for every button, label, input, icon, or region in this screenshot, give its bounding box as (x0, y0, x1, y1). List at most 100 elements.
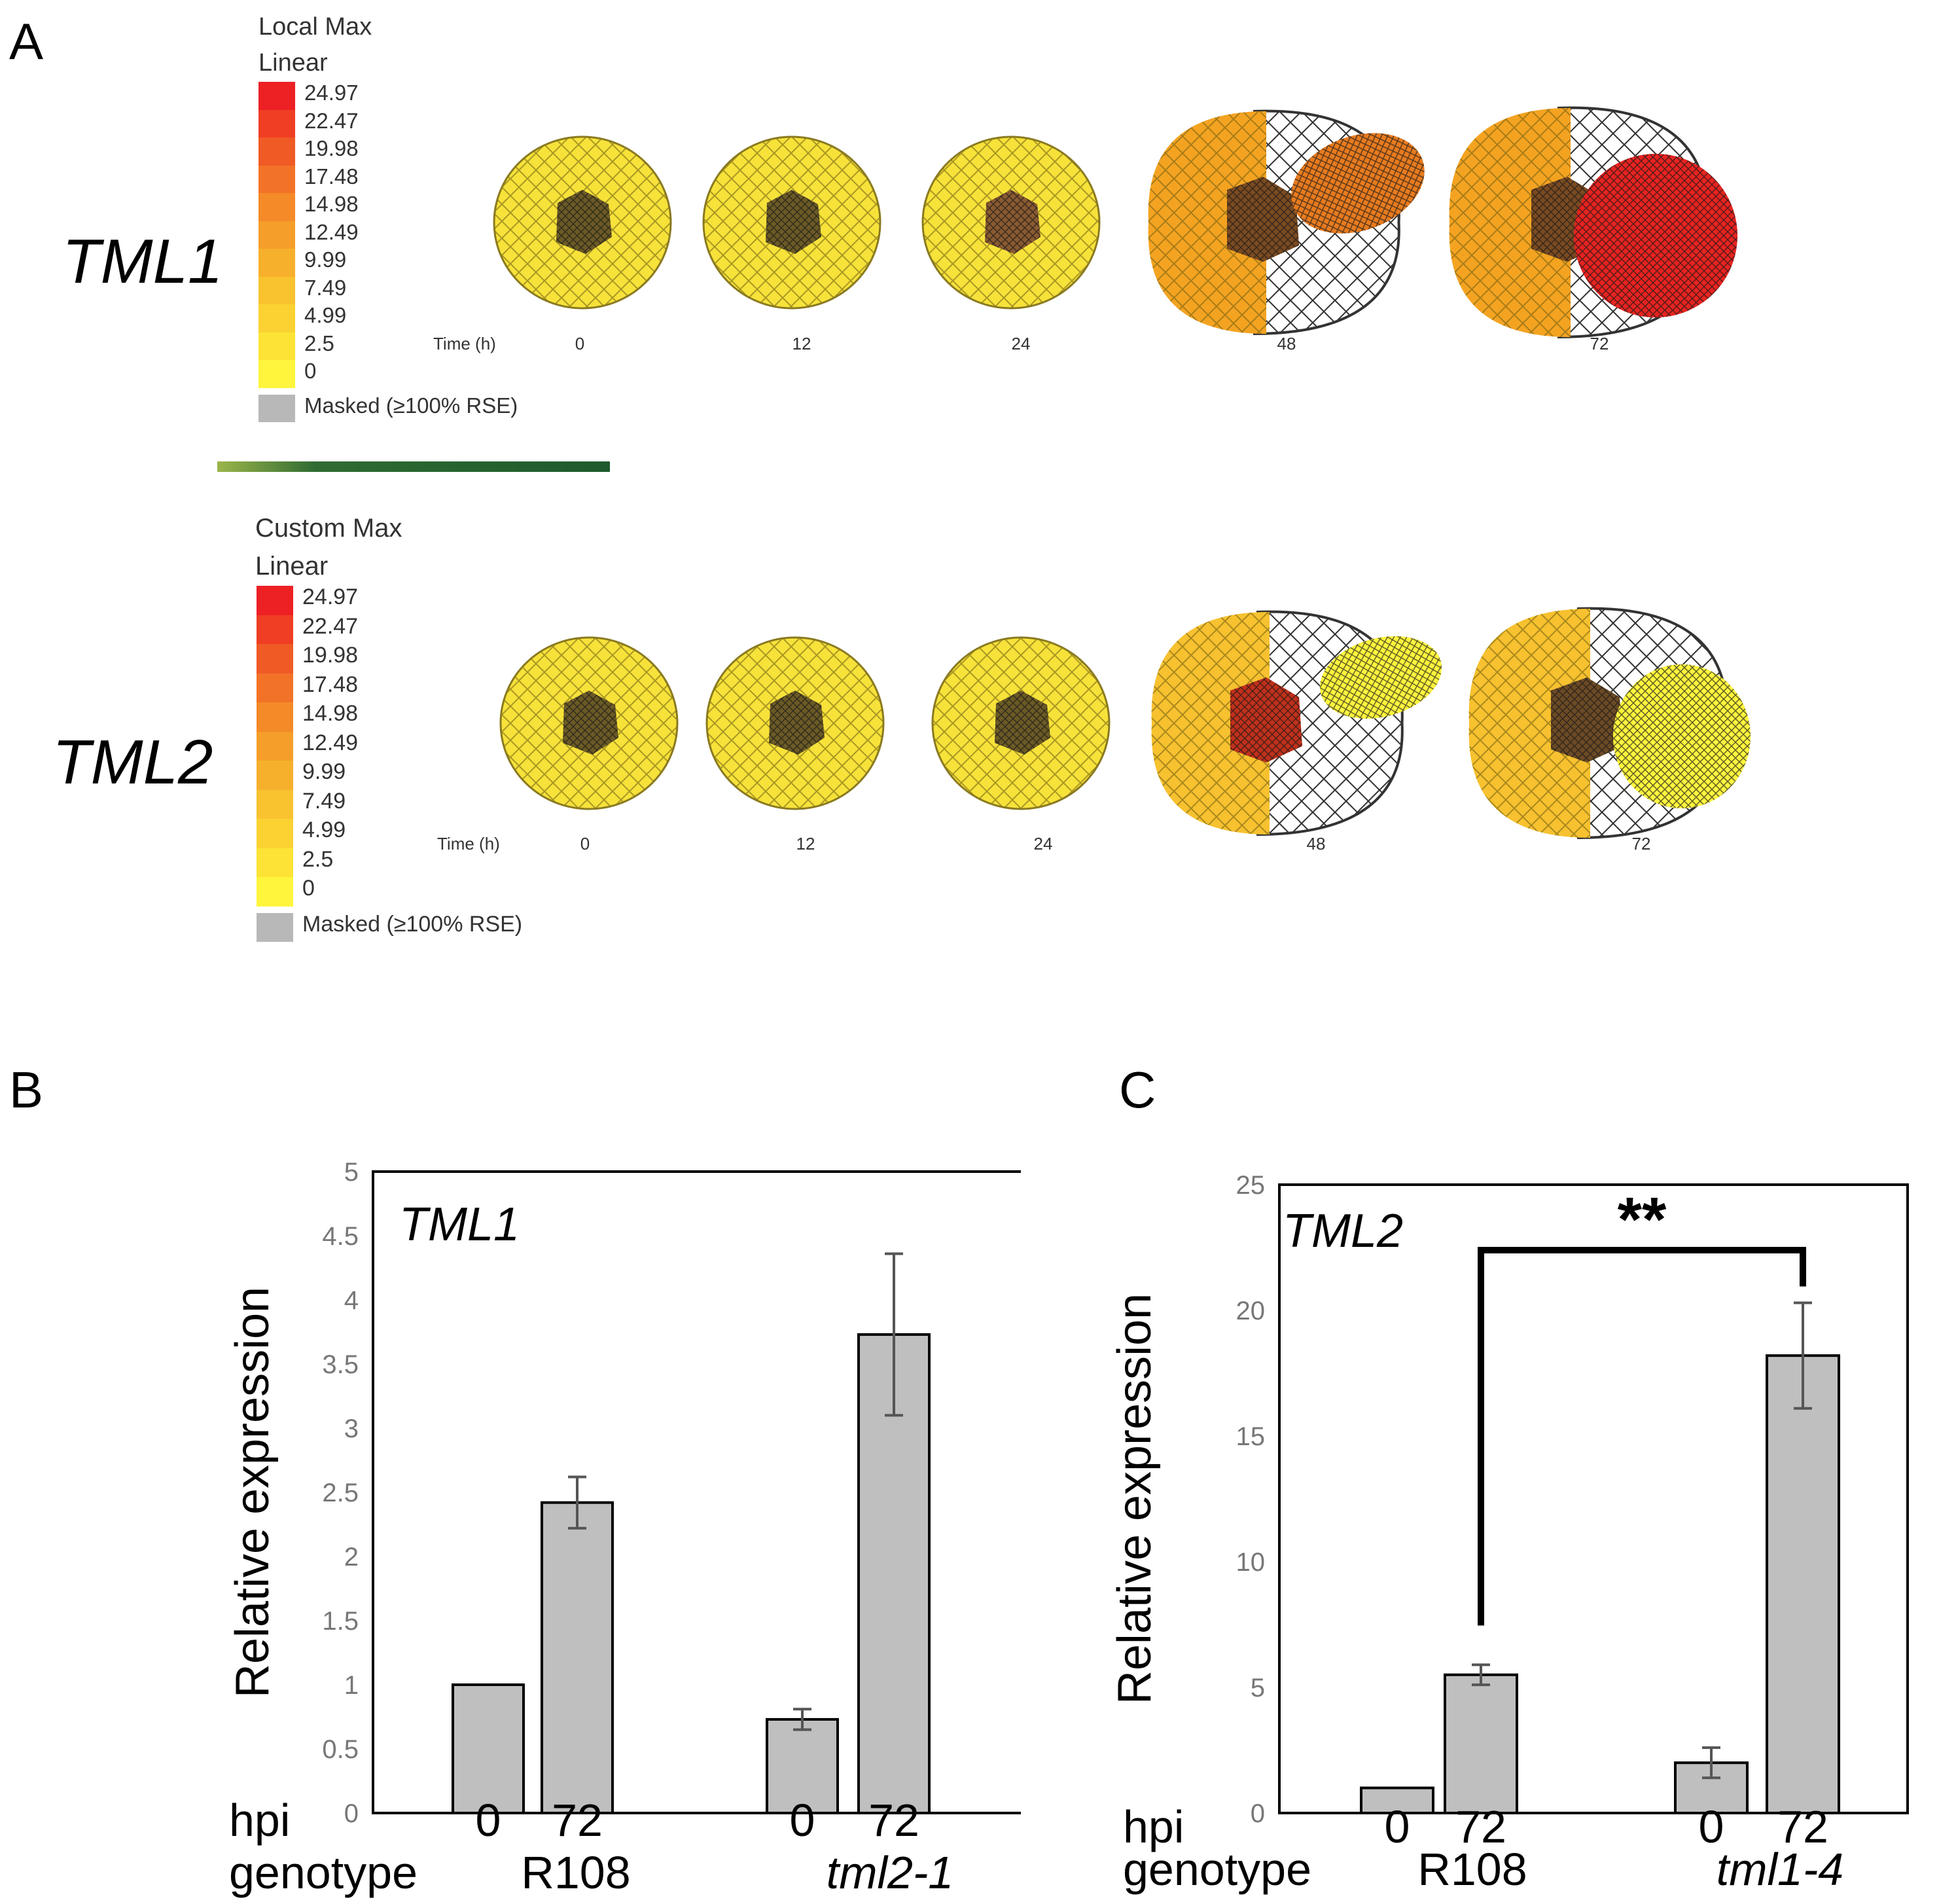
bar (1766, 1354, 1840, 1814)
bar (541, 1501, 614, 1814)
bar (452, 1683, 525, 1814)
nodule-expression-cells (1574, 154, 1737, 317)
y-tick-label: 0 (344, 1799, 359, 1828)
y-tick-label: 2.5 (322, 1479, 359, 1507)
legend-value: 22.47 (304, 108, 359, 133)
panel-label-a: A (9, 12, 44, 70)
hpi-value-label: 72 (1777, 1801, 1828, 1852)
hpi-value-label: 0 (1699, 1801, 1724, 1852)
legend-swatch (258, 165, 295, 193)
legend-value: 2.5 (304, 331, 334, 355)
legend-value: 19.98 (304, 136, 359, 160)
y-axis-label: Relative expression (226, 1287, 279, 1698)
panel-label-b: B (9, 1061, 44, 1119)
y-tick-label: 5 (344, 1158, 359, 1187)
nodule-expression-cells (1319, 636, 1442, 719)
vascular-center-cells (995, 691, 1050, 755)
vascular-center-cells (563, 691, 618, 755)
legend-value: 14.98 (304, 192, 359, 216)
cross-section-edge (493, 135, 672, 310)
bar-chart-tml1: 0 0.5 1 1.5 2 2.5 3 3.5 4 4.5 5 Relative expression… (226, 1158, 1021, 1898)
y-tick-label: 0.5 (322, 1735, 359, 1764)
root-half-cells (1148, 111, 1266, 334)
genotype-value-label: R108 (521, 1847, 630, 1898)
legend-swatch (258, 360, 295, 388)
bar (1444, 1673, 1518, 1814)
legend-swatch (257, 789, 293, 819)
vascular-center-cells (1230, 677, 1302, 763)
time-point-label: 48 (1306, 834, 1326, 853)
legend-swatch (258, 137, 295, 166)
gene-label-tml1: TML1 (62, 226, 223, 296)
legend-value: 9.99 (302, 759, 346, 784)
y-tick-label: 4 (344, 1286, 359, 1315)
legend-masked-swatch (257, 912, 293, 942)
legend-masked-label: Masked (≥100% RSE) (304, 393, 518, 418)
time-point-label: 72 (1631, 834, 1651, 853)
vascular-center-cells (985, 190, 1041, 254)
vascular-center-cells (766, 190, 821, 254)
cross-section-tml1-72h (1449, 106, 1737, 338)
y-tick-label: 15 (1236, 1422, 1266, 1451)
legend-value: 24.97 (302, 584, 359, 609)
y-tick-label: 2 (344, 1543, 359, 1572)
cross-section-tml1-0h (493, 135, 672, 310)
legend-value: 4.99 (304, 303, 347, 327)
legend-swatch (257, 877, 293, 907)
bar (766, 1717, 839, 1814)
y-tick-label: 5 (1251, 1674, 1265, 1702)
time-axis-label: Time (h) (433, 334, 496, 353)
cross-section-edge (499, 636, 679, 810)
legend-value: 4.99 (302, 817, 346, 842)
significance-marker: ** (1618, 1185, 1667, 1255)
genotype-value-label: R108 (1417, 1844, 1527, 1895)
legend-swatch (257, 731, 293, 761)
root-cross-section-images (493, 106, 1751, 839)
legend-swatch (257, 644, 293, 674)
genotype-row-label: genotype (1123, 1844, 1311, 1895)
plot-frame (372, 1170, 1021, 1814)
hpi-value-label: 0 (790, 1795, 815, 1846)
legend-swatch (258, 82, 295, 110)
legend-swatch (258, 109, 295, 137)
y-tick-label: 3 (344, 1414, 359, 1443)
hpi-value-label: 72 (868, 1795, 919, 1846)
gene-label: TML1 (399, 1198, 520, 1251)
nodule-expression-cells (1291, 133, 1425, 234)
bar (1360, 1786, 1434, 1814)
root-half-cells (1151, 612, 1270, 835)
legend-value: 12.49 (304, 219, 359, 244)
time-point-label: 12 (796, 834, 815, 853)
vascular-center-cells (1551, 677, 1623, 763)
legend-value: 2.5 (302, 846, 334, 872)
time-point-label: 48 (1277, 334, 1296, 353)
legend-value: 12.49 (302, 730, 359, 755)
scale-title-custom-max: Custom Max (255, 514, 402, 543)
scale-mode-linear-2: Linear (255, 552, 329, 581)
root-half-cells (1468, 609, 1590, 838)
significance-bracket (1478, 1247, 1806, 1626)
hpi-value-label: 0 (1385, 1801, 1410, 1852)
genotype-row-label: genotype (229, 1847, 418, 1898)
legend-swatch (258, 276, 295, 304)
legend-swatch (257, 702, 293, 732)
legend-swatch (257, 673, 293, 702)
cross-section-tml2-0h (499, 636, 679, 810)
panel-label-c: C (1119, 1061, 1156, 1119)
legend-value: 14.98 (302, 701, 359, 726)
hpi-value-label: 72 (1455, 1801, 1506, 1852)
panel-divider (217, 461, 610, 472)
time-point-label: 72 (1590, 334, 1609, 353)
legend-swatch (258, 304, 295, 332)
legend-value: 0 (302, 876, 315, 901)
legend-swatch (257, 615, 293, 644)
legend-swatch (257, 819, 293, 848)
legend-swatch (258, 221, 295, 249)
legend-value: 19.98 (302, 643, 359, 668)
hpi-value-label: 72 (552, 1795, 603, 1846)
time-point-label: 24 (1011, 334, 1031, 353)
y-tick-label: 3.5 (322, 1350, 359, 1379)
vascular-center-cells (1227, 177, 1299, 262)
legend-value: 17.48 (302, 672, 359, 697)
